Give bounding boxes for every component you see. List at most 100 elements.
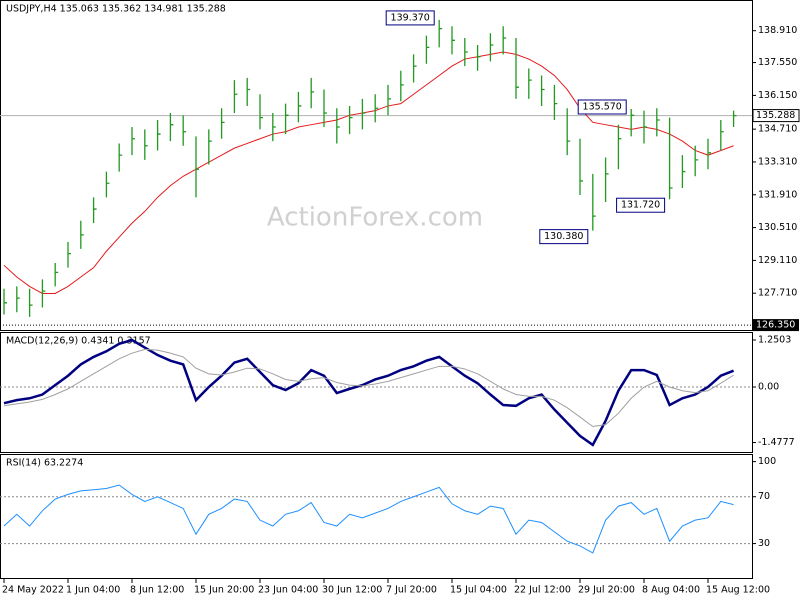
ohlc-bar	[540, 75, 545, 106]
ohlc-bar	[92, 197, 97, 224]
x-tick-label: 8 Jun 12:00	[130, 585, 184, 596]
x-tick-label: 15 Aug 12:00	[706, 585, 770, 596]
x-tick-label: 22 Jul 12:00	[514, 585, 571, 596]
y-tick-label: 136.150	[758, 90, 797, 101]
last-price-box	[752, 109, 800, 123]
annotation-label: 130.380	[544, 231, 583, 242]
ohlc-bar	[182, 115, 187, 146]
y-tick-label: 138.910	[758, 25, 797, 36]
panel-frame	[0, 0, 753, 331]
ohlc-bar	[656, 108, 660, 137]
ohlc-bar	[246, 77, 251, 106]
x-tick-label: 23 Jun 04:00	[258, 585, 318, 596]
ohlc-bar	[592, 173, 596, 231]
ohlc-bar	[195, 136, 199, 198]
x-tick-label: 24 May 2022	[2, 585, 64, 596]
ohlc-bar	[451, 26, 455, 55]
panel-frame	[0, 454, 753, 579]
ohlc-bar	[681, 155, 686, 188]
annotation-box	[616, 197, 666, 213]
y-tick-label: 127.710	[758, 288, 797, 299]
y-tick-label: 130.510	[758, 222, 797, 233]
ohlc-bar	[131, 127, 135, 156]
ohlc-bar	[348, 105, 353, 135]
x-tick-label: 29 Jul 20:00	[578, 585, 635, 596]
ohlc-bar	[169, 112, 174, 142]
annotation-box	[539, 229, 589, 245]
y-tick-label: 1.2503	[758, 334, 791, 345]
ohlc-bar	[412, 54, 417, 83]
ohlc-bar	[374, 94, 379, 123]
ohlc-bar	[553, 84, 558, 120]
x-tick-label: 1 Jun 04:00	[66, 585, 120, 596]
ohlc-bar	[425, 35, 430, 64]
ohlc-bar	[259, 94, 263, 130]
annotation-label: 135.570	[583, 101, 622, 112]
ohlc-bar	[28, 288, 33, 317]
ohlc-bar	[80, 220, 84, 249]
y-tick-label: 70	[758, 491, 770, 502]
ohlc-bar	[502, 26, 507, 55]
ohlc-bar	[400, 70, 404, 102]
ohlc-bar	[41, 279, 46, 308]
indicator-line	[3, 348, 734, 427]
min-price-label: 126.350	[756, 320, 795, 331]
y-tick-label: 137.550	[758, 57, 797, 68]
y-tick-label: 133.310	[758, 156, 797, 167]
ohlc-bar	[208, 129, 212, 165]
last-price-label: 135.288	[756, 110, 795, 121]
x-tick-label: 15 Jul 04:00	[450, 585, 507, 596]
ohlc-bar	[3, 288, 7, 315]
ohlc-bar	[272, 112, 276, 142]
ohlc-bar	[297, 91, 302, 123]
ohlc-bar	[387, 84, 391, 116]
ohlc-bar	[144, 129, 148, 160]
y-tick-label: -1.4777	[758, 437, 795, 448]
ohlc-bar	[438, 19, 443, 48]
x-tick-label: 7 Jul 20:00	[386, 585, 437, 596]
ohlc-bar	[476, 45, 481, 71]
indicator-line	[3, 338, 735, 447]
ohlc-bar	[54, 262, 59, 287]
annotation-label: 131.720	[621, 200, 660, 211]
ohlc-bar	[579, 138, 583, 195]
ohlc-bar	[220, 108, 225, 139]
ohlc-bar	[361, 98, 366, 130]
ohlc-bar	[630, 108, 635, 137]
ohlc-bar	[16, 286, 20, 313]
ohlc-bar	[643, 110, 647, 144]
ohlc-bar	[604, 157, 609, 203]
ohlc-bar	[732, 110, 737, 128]
indicator-line	[3, 484, 734, 554]
ohlc-bar	[617, 124, 622, 170]
x-tick-label: 15 Jun 20:00	[194, 585, 254, 596]
y-tick-label: 129.110	[758, 255, 797, 266]
annotation-box	[385, 10, 435, 26]
ohlc-bar	[310, 77, 315, 109]
panel-title: USDJPY,H4 135.063 135.362 134.981 135.28…	[6, 4, 226, 15]
x-tick-label: 30 Jun 12:00	[322, 585, 382, 596]
min-price-box	[753, 319, 799, 332]
ohlc-bar	[233, 80, 238, 113]
panel-title: MACD(12,26,9) 0.4341 0.3157	[6, 336, 151, 347]
y-tick-label: 100	[758, 456, 776, 467]
ohlc-bar	[284, 103, 289, 135]
ohlc-bar	[336, 108, 340, 144]
x-tick-label: 8 Aug 04:00	[642, 585, 700, 596]
ohlc-bar	[323, 89, 327, 128]
ohlc-bar	[105, 171, 110, 198]
ohlc-bar	[566, 108, 571, 156]
ohlc-bar	[720, 120, 724, 151]
ohlc-bar	[489, 33, 494, 62]
panel-frame	[0, 332, 753, 453]
ohlc-bar	[156, 120, 161, 151]
ohlc-bar	[464, 37, 468, 67]
y-tick-label: 0.00	[758, 382, 779, 393]
y-tick-label: 131.910	[758, 189, 797, 200]
ohlc-bar	[528, 68, 532, 99]
moving-average	[3, 51, 734, 294]
annotation-label: 139.370	[391, 12, 430, 23]
annotation-box	[577, 99, 627, 115]
